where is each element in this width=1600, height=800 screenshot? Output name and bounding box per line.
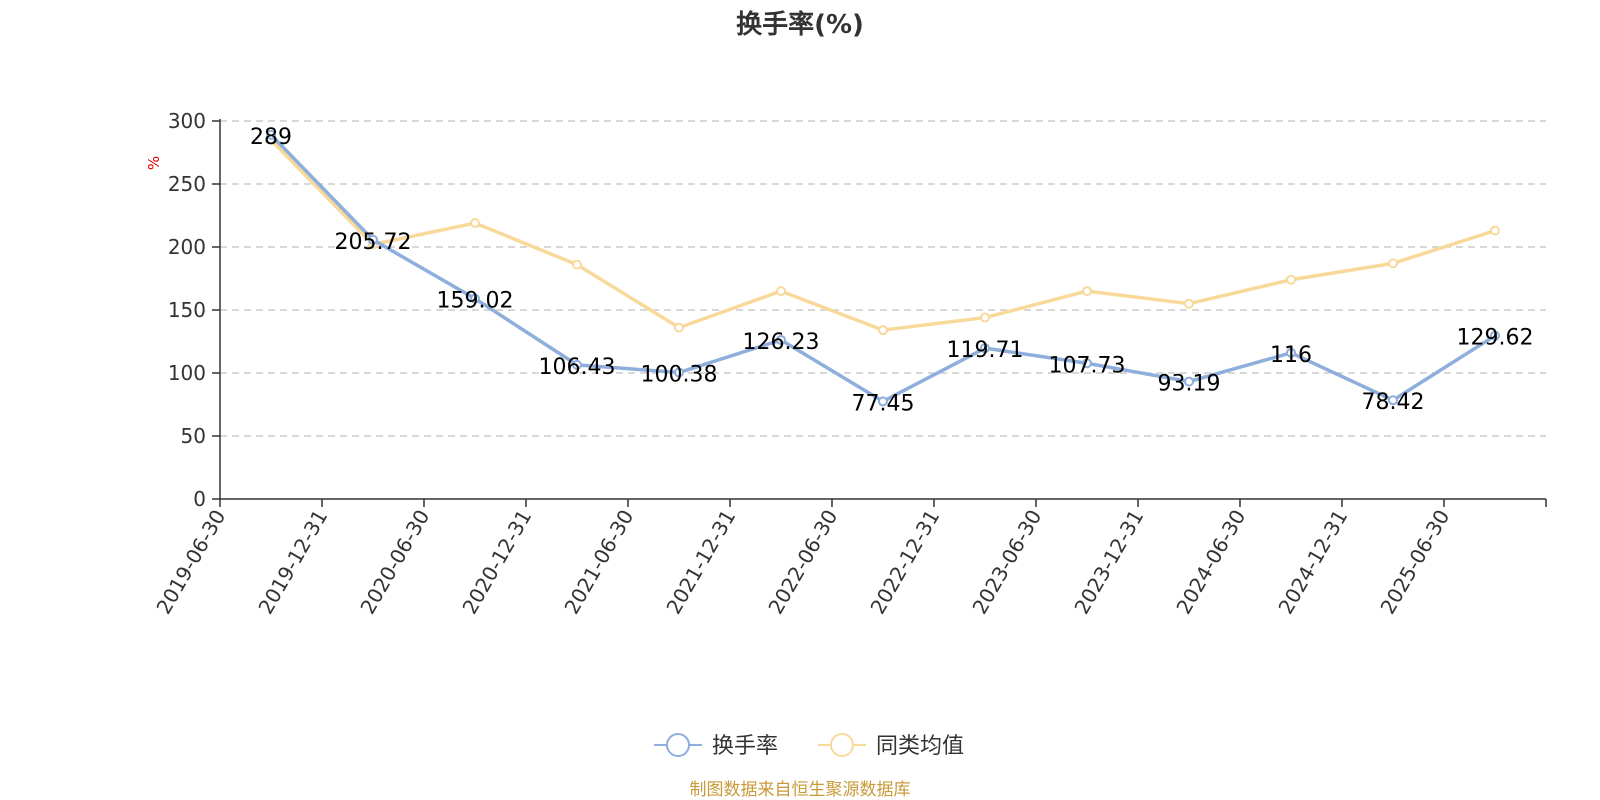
grid [220, 120, 1546, 437]
data-point [878, 396, 888, 407]
legend-label: 同类均值 [876, 734, 964, 759]
data-point [368, 234, 378, 245]
data-point [980, 343, 990, 354]
x-tick-label: 2021-12-31 [661, 506, 740, 619]
legend-marker [830, 733, 854, 757]
x-tick-label: 2022-06-30 [763, 506, 842, 619]
x-tick-label: 2020-06-30 [355, 506, 434, 619]
data-labels: 289 205.72 159.02 106.43 100.38 126.23 77.45 11… [250, 125, 1533, 417]
x-tick-label: 2022-12-31 [865, 506, 944, 619]
data-point [266, 129, 276, 140]
y-tick-label: 200 [168, 235, 206, 259]
data-point [1082, 358, 1092, 369]
data-point [776, 286, 786, 297]
legend[interactable]: 换手率 同类均值 [654, 733, 964, 759]
data-label: 107.73 [1049, 353, 1126, 378]
data-label: 126.23 [743, 330, 820, 355]
x-tick-label: 2019-12-31 [253, 506, 332, 619]
data-point [1388, 258, 1398, 269]
x-tick-label: 2020-12-31 [457, 506, 536, 619]
data-label: 77.45 [852, 391, 915, 416]
data-point [1082, 286, 1092, 297]
y-tick-label: 150 [168, 298, 206, 322]
legend-label: 换手率 [712, 734, 778, 759]
data-label: 78.42 [1362, 390, 1425, 415]
data-label: 119.71 [947, 338, 1024, 363]
data-point [980, 312, 990, 323]
data-label: 205.72 [335, 230, 412, 255]
data-point [674, 367, 684, 378]
y-tick-label: 50 [181, 424, 206, 448]
axes: 0 50 100 150 200 250 300 2019-06-30 2019-12-31 20… [151, 109, 1547, 619]
y-tick-label: 250 [168, 172, 206, 196]
x-tick-label: 2025-06-30 [1375, 506, 1454, 619]
x-tick-label: 2024-12-31 [1273, 506, 1352, 619]
data-point [572, 259, 582, 270]
series [266, 129, 1500, 407]
data-label: 93.19 [1158, 372, 1221, 397]
source-note: 制图数据来自恒生聚源数据库 [690, 780, 911, 800]
data-point [1184, 298, 1194, 309]
data-point [1286, 347, 1296, 358]
data-point [878, 325, 888, 336]
data-point [470, 218, 480, 229]
x-tick-label: 2023-12-31 [1069, 506, 1148, 619]
x-tick-label: 2021-06-30 [559, 506, 638, 619]
y-unit-label: % [145, 156, 163, 170]
x-tick-label: 2023-06-30 [967, 506, 1046, 619]
data-point [1184, 376, 1194, 387]
x-tick-label: 2024-06-30 [1171, 506, 1250, 619]
data-label: 289 [250, 125, 292, 150]
data-label: 129.62 [1457, 326, 1534, 351]
y-tick-label: 300 [168, 109, 206, 133]
data-point [1286, 274, 1296, 285]
data-label: 116 [1270, 343, 1312, 368]
x-tick-label: 2019-06-30 [151, 506, 230, 619]
data-point [674, 322, 684, 333]
data-point [776, 334, 786, 345]
data-point [1388, 395, 1398, 406]
y-tick-label: 100 [168, 361, 206, 385]
y-tick-label: 0 [193, 487, 206, 511]
data-point [470, 293, 480, 304]
data-label: 100.38 [641, 363, 718, 388]
chart-title: 换手率(%) [736, 9, 864, 40]
data-point [572, 359, 582, 370]
data-label: 159.02 [437, 289, 514, 314]
data-label: 106.43 [539, 355, 616, 380]
data-point [1490, 330, 1500, 341]
data-point [1490, 225, 1500, 236]
legend-marker [666, 733, 690, 757]
